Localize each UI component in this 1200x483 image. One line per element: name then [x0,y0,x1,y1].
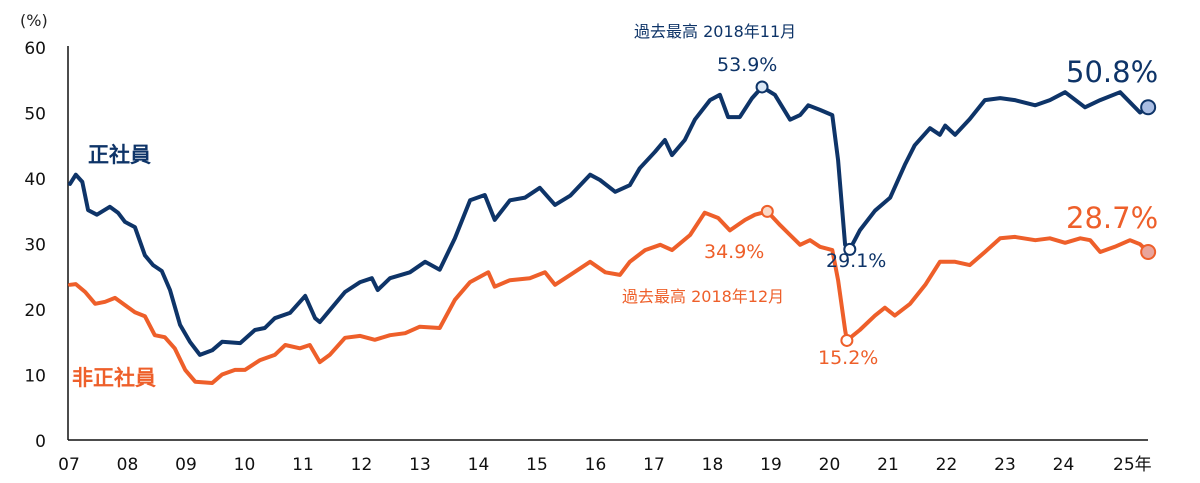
label-regular: 正社員 [88,143,151,167]
y-tick-label: 60 [24,39,46,59]
x-tick-label: 24 [1053,455,1075,475]
x-tick-label: 09 [175,455,197,475]
x-tick-label: 15 [526,455,548,475]
x-tick-label: 22 [936,455,958,475]
x-tick-label: 20 [819,455,841,475]
y-axis-ticks: 0 10 20 30 40 50 60 [24,39,46,452]
regular-peak-caption: 過去最高 2018年11月 [634,22,796,41]
y-tick-label: 50 [24,105,46,125]
y-tick-label: 10 [24,367,46,387]
x-tick-label: 10 [234,455,256,475]
x-tick-label: 17 [643,455,665,475]
x-tick-label: 23 [994,455,1016,475]
x-tick-label: 19 [760,455,782,475]
data-point-marker [1140,99,1157,116]
regular-peak-value: 53.9% [717,54,777,76]
x-axis-ticks: 07 08 09 10 11 12 13 14 15 16 17 18 19 20 21 22 23 24 25年 [58,455,1151,475]
x-tick-label: 18 [702,455,724,475]
data-point-marker [755,80,769,94]
x-tick-label: 21 [877,455,899,475]
nonregular-latest-value: 28.7% [1066,201,1158,235]
series-line-nonregular [68,209,1151,385]
data-point-marker [760,204,774,218]
regular-latest-value: 50.8% [1066,55,1158,89]
x-tick-label: 25年 [1113,455,1152,475]
y-axis-unit: (%) [20,11,48,30]
x-tick-label: 08 [117,455,139,475]
series-markers [755,80,1157,347]
x-tick-label: 13 [409,455,431,475]
nonregular-trough-value: 15.2% [818,347,878,369]
data-point-marker [843,242,857,256]
y-tick-label: 40 [24,170,46,190]
x-tick-label: 12 [351,455,373,475]
data-point-marker [840,333,854,347]
nonregular-peak-caption: 過去最高 2018年12月 [622,287,784,306]
y-tick-label: 30 [24,236,46,256]
series-line-regular [68,85,1151,357]
x-tick-label: 14 [468,455,490,475]
x-tick-label: 11 [292,455,314,475]
y-tick-label: 20 [24,301,46,321]
regular-trough-value: 29.1% [826,250,886,272]
nonregular-peak-value: 34.9% [704,241,764,263]
label-nonregular: 非正社員 [72,366,156,390]
x-tick-label: 16 [585,455,607,475]
y-tick-label: 0 [35,432,46,452]
data-point-marker [1140,244,1157,261]
x-tick-label: 07 [58,455,80,475]
series-lines [68,85,1151,385]
